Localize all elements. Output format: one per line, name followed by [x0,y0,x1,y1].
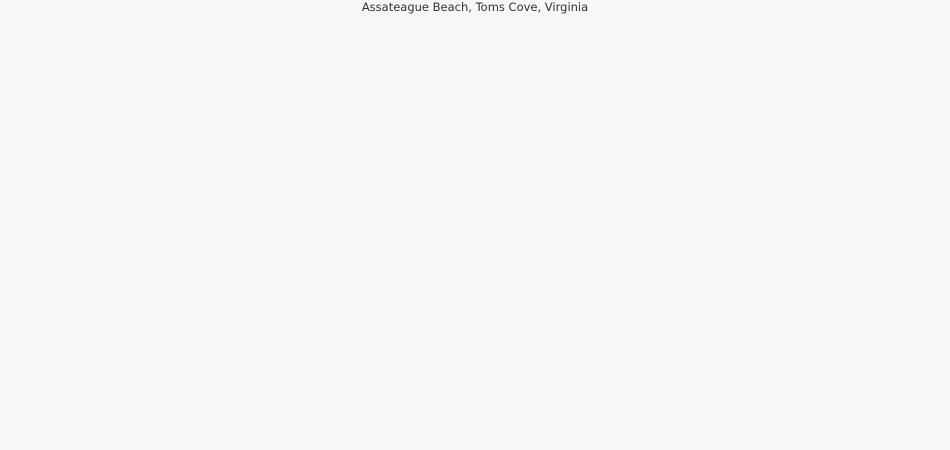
page-title: Assateague Beach, Toms Cove, Virginia [361,0,589,14]
